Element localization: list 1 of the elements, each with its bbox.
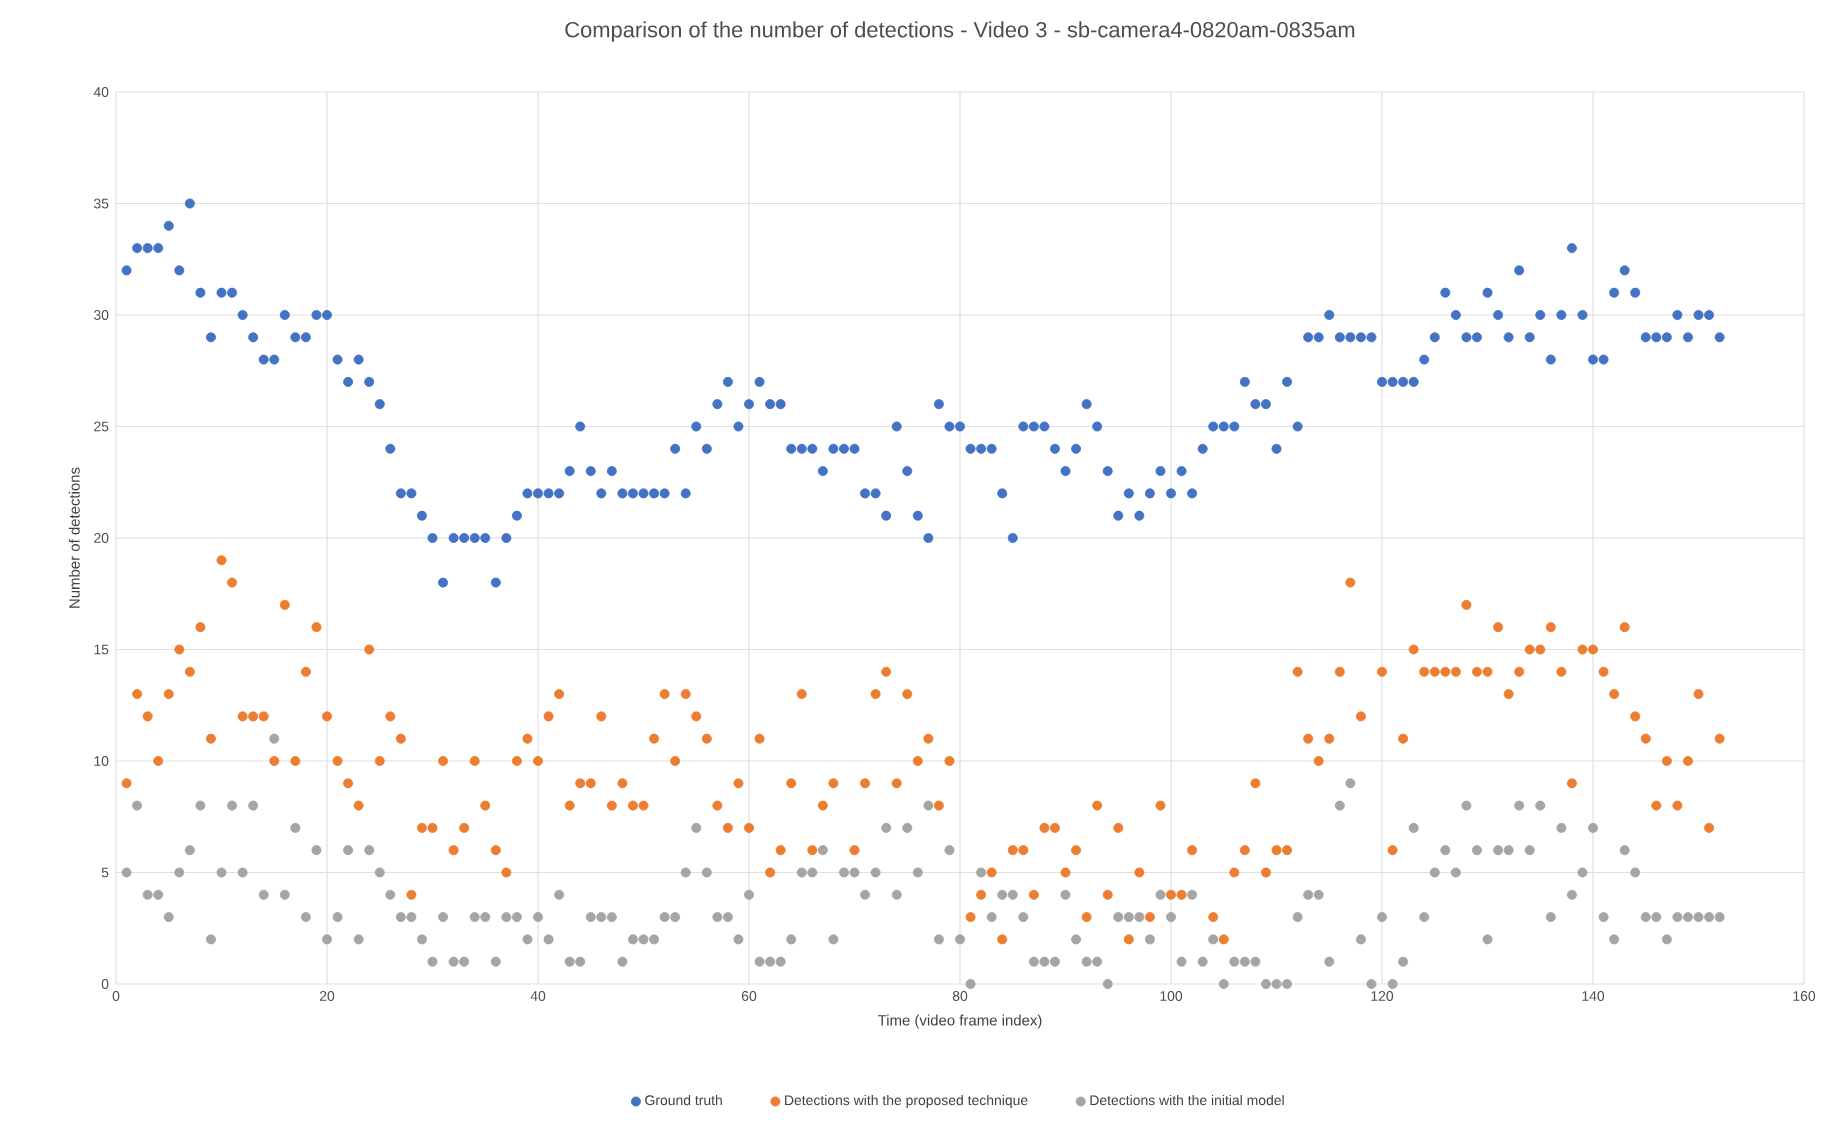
chart-title: Comparison of the number of detections - Video 3 - sb-camera4-0820am-0835am: [565, 21, 1355, 42]
